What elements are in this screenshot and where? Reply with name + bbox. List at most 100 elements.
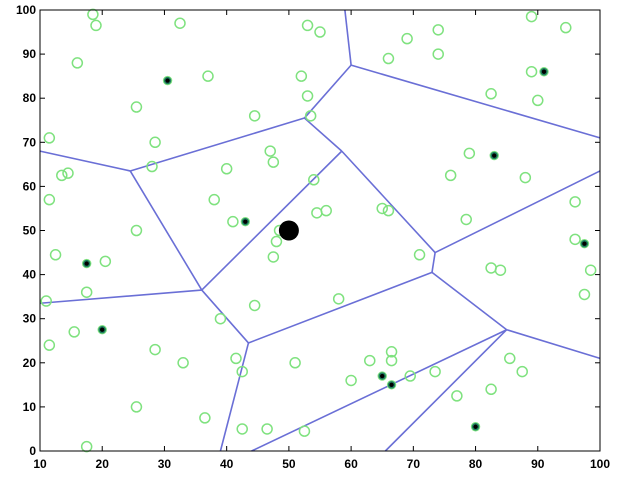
star-point xyxy=(470,422,481,432)
star-point xyxy=(386,380,397,390)
circle-point xyxy=(87,8,99,21)
voronoi-edge xyxy=(219,342,250,452)
circle-point xyxy=(382,204,395,217)
circle-point xyxy=(485,88,497,100)
circle-point xyxy=(43,132,56,144)
star-point-core xyxy=(84,261,89,266)
voronoi-edge xyxy=(39,289,202,305)
circle-point xyxy=(578,288,591,301)
circle-point xyxy=(236,365,248,378)
voronoi-edge xyxy=(506,328,601,360)
circle-point xyxy=(532,94,544,107)
voronoi-edge xyxy=(384,329,508,452)
x-tick-label: 30 xyxy=(158,457,172,471)
circle-point xyxy=(130,101,143,113)
circle-point xyxy=(68,326,80,338)
star-point xyxy=(97,325,107,335)
star-point-core xyxy=(541,69,547,74)
circle-point xyxy=(382,52,395,65)
circle-point xyxy=(90,19,102,32)
circle-point xyxy=(413,249,426,261)
circle-point xyxy=(485,383,497,396)
circle-point xyxy=(308,174,320,186)
y-tick-label: 80 xyxy=(23,91,37,105)
circle-point xyxy=(130,224,143,237)
star-point-core xyxy=(473,424,478,429)
voronoi-edge xyxy=(251,329,508,452)
axes-layer: 10 20 30 40 50 60 70 80 90 1000102030405060708090… xyxy=(16,3,610,471)
circle-point xyxy=(345,374,357,387)
voronoi-edge xyxy=(344,9,352,66)
y-tick-label: 10 xyxy=(23,400,37,414)
circle-point xyxy=(298,425,311,437)
circle-point xyxy=(146,160,158,173)
circle-point xyxy=(270,235,283,248)
circle-point xyxy=(248,110,261,122)
circle-point xyxy=(49,249,62,261)
circle-point xyxy=(177,357,189,369)
star-point-core xyxy=(243,219,248,224)
data-points-layer xyxy=(40,8,597,453)
circle-point xyxy=(236,423,248,435)
circle-point xyxy=(174,17,186,29)
voronoi-edge xyxy=(341,150,436,254)
circle-point xyxy=(385,354,398,367)
voronoi-edge xyxy=(434,170,601,254)
star-point-core xyxy=(100,327,105,332)
circle-point xyxy=(43,339,56,351)
circle-point xyxy=(460,213,472,226)
circle-point xyxy=(364,354,376,367)
circle-point xyxy=(301,90,314,102)
circle-point xyxy=(444,169,457,182)
voronoi-edge xyxy=(129,170,203,291)
circle-point xyxy=(149,136,161,149)
circle-point xyxy=(429,365,441,378)
voronoi-edge xyxy=(201,150,343,291)
star-point-core xyxy=(582,241,587,246)
circle-point xyxy=(227,215,239,228)
star-point xyxy=(539,67,549,77)
circle-point xyxy=(463,147,476,160)
circle-point xyxy=(332,293,345,305)
voronoi-edges-layer xyxy=(39,9,601,452)
star-point-core xyxy=(380,373,385,379)
circle-point xyxy=(289,357,301,369)
circle-point xyxy=(314,26,326,38)
circle-point xyxy=(451,390,463,402)
voronoi-edge xyxy=(350,64,601,139)
circle-point xyxy=(569,196,581,208)
y-tick-label: 70 xyxy=(23,135,37,149)
circle-point xyxy=(220,163,233,175)
y-tick-label: 60 xyxy=(23,179,37,193)
circle-point xyxy=(264,145,276,157)
circle-point xyxy=(516,365,528,378)
voronoi-edge xyxy=(248,271,433,344)
star-point-core xyxy=(492,153,497,158)
circle-point xyxy=(376,202,388,215)
circle-point xyxy=(199,412,211,424)
x-tick-label: 100 xyxy=(590,457,610,471)
circle-point xyxy=(494,264,507,276)
circle-point xyxy=(401,32,413,45)
circle-point xyxy=(432,24,444,36)
y-tick-label: 20 xyxy=(23,356,37,370)
star-point xyxy=(489,150,499,161)
star-point xyxy=(240,216,251,227)
x-tick-label: 40 xyxy=(220,457,234,471)
y-tick-label: 90 xyxy=(23,47,37,61)
y-tick-label: 100 xyxy=(16,3,36,17)
voronoi-edge xyxy=(431,271,508,331)
voronoi-edge xyxy=(303,117,343,152)
circle-point xyxy=(62,167,74,179)
circle-point xyxy=(56,169,68,182)
x-tick-label: 60 xyxy=(344,457,358,471)
circle-point xyxy=(584,264,597,276)
circle-point xyxy=(130,401,143,413)
circle-point xyxy=(261,423,273,435)
circle-point xyxy=(149,343,161,356)
circle-point xyxy=(385,346,398,358)
circle-point xyxy=(99,255,112,268)
circle-point xyxy=(202,70,214,82)
